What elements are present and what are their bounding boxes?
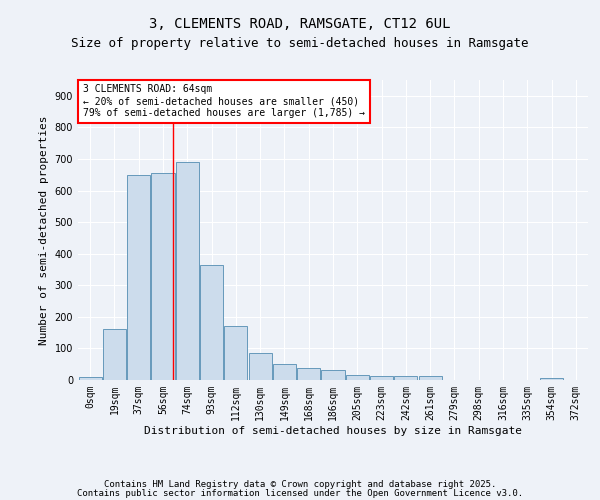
- Text: Contains public sector information licensed under the Open Government Licence v3: Contains public sector information licen…: [77, 489, 523, 498]
- Bar: [127, 174, 150, 380]
- Bar: [79, 377, 101, 380]
- Text: 3 CLEMENTS ROAD: 64sqm
← 20% of semi-detached houses are smaller (450)
79% of se: 3 CLEMENTS ROAD: 64sqm ← 20% of semi-det…: [83, 84, 365, 117]
- X-axis label: Distribution of semi-detached houses by size in Ramsgate: Distribution of semi-detached houses by …: [144, 426, 522, 436]
- Bar: [248, 353, 272, 380]
- Text: Size of property relative to semi-detached houses in Ramsgate: Size of property relative to semi-detach…: [71, 38, 529, 51]
- Bar: [346, 376, 369, 380]
- Bar: [419, 376, 442, 380]
- Bar: [200, 264, 223, 380]
- Bar: [394, 376, 418, 380]
- Bar: [297, 368, 320, 380]
- Bar: [322, 370, 344, 380]
- Bar: [370, 376, 393, 380]
- Text: Contains HM Land Registry data © Crown copyright and database right 2025.: Contains HM Land Registry data © Crown c…: [104, 480, 496, 489]
- Bar: [224, 326, 247, 380]
- Bar: [540, 378, 563, 380]
- Text: 3, CLEMENTS ROAD, RAMSGATE, CT12 6UL: 3, CLEMENTS ROAD, RAMSGATE, CT12 6UL: [149, 18, 451, 32]
- Bar: [151, 173, 175, 380]
- Bar: [103, 330, 126, 380]
- Bar: [176, 162, 199, 380]
- Y-axis label: Number of semi-detached properties: Number of semi-detached properties: [39, 116, 49, 345]
- Bar: [273, 364, 296, 380]
